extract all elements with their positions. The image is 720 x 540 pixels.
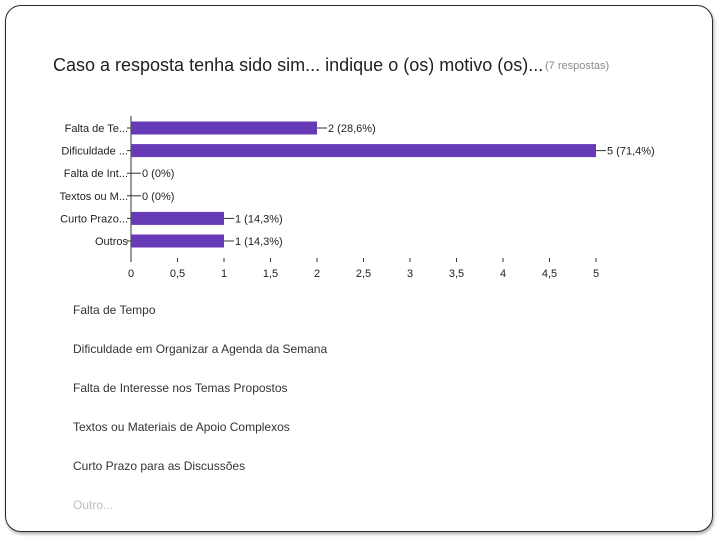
x-tick-label: 0 [128, 268, 134, 280]
category-label: Textos ou M... [60, 191, 128, 203]
question-title: Caso a resposta tenha sido sim... indiqu… [53, 55, 544, 75]
category-label: Falta de Int... [64, 168, 128, 180]
data-label: 1 (14,3%) [235, 236, 283, 248]
bar [131, 234, 224, 248]
option-item: Curto Prazo para as Discussões [73, 459, 246, 473]
option-item-other: Outro... [73, 498, 114, 512]
x-tick-label: 0,5 [170, 268, 185, 280]
response-count: (7 respostas) [545, 60, 610, 72]
category-label: Outros [95, 236, 129, 248]
data-label: 2 (28,6%) [328, 123, 376, 135]
data-label: 1 (14,3%) [235, 213, 283, 225]
x-tick-label: 3 [407, 268, 413, 280]
category-label: Dificuldade ... [61, 146, 128, 158]
bar [131, 144, 596, 158]
bar [131, 211, 224, 225]
option-item: Falta de Tempo [73, 303, 156, 317]
data-label: 0 (0%) [142, 168, 174, 180]
category-label: Curto Prazo... [60, 213, 128, 225]
category-label: Falta de Te... [65, 123, 128, 135]
bar-chart: Falta de Te... 2 (28,6%) Dificuldade ... 5 … [60, 116, 655, 280]
x-tick-label: 2,5 [356, 268, 371, 280]
x-tick-label: 3,5 [449, 268, 464, 280]
x-tick-label: 2 [314, 268, 320, 280]
bar [131, 121, 317, 135]
option-item: Falta de Interesse nos Temas Propostos [73, 381, 288, 395]
slide-frame [5, 5, 713, 532]
x-tick-label: 1,5 [263, 268, 278, 280]
x-tick-label: 5 [593, 268, 599, 280]
x-tick-label: 1 [221, 268, 227, 280]
option-item: Textos ou Materiais de Apoio Complexos [73, 420, 290, 434]
data-label: 5 (71,4%) [607, 146, 655, 158]
x-tick-label: 4 [500, 268, 506, 280]
x-tick-label: 4,5 [542, 268, 557, 280]
option-item: Dificuldade em Organizar a Agenda da Sem… [73, 342, 328, 356]
data-label: 0 (0%) [142, 191, 174, 203]
